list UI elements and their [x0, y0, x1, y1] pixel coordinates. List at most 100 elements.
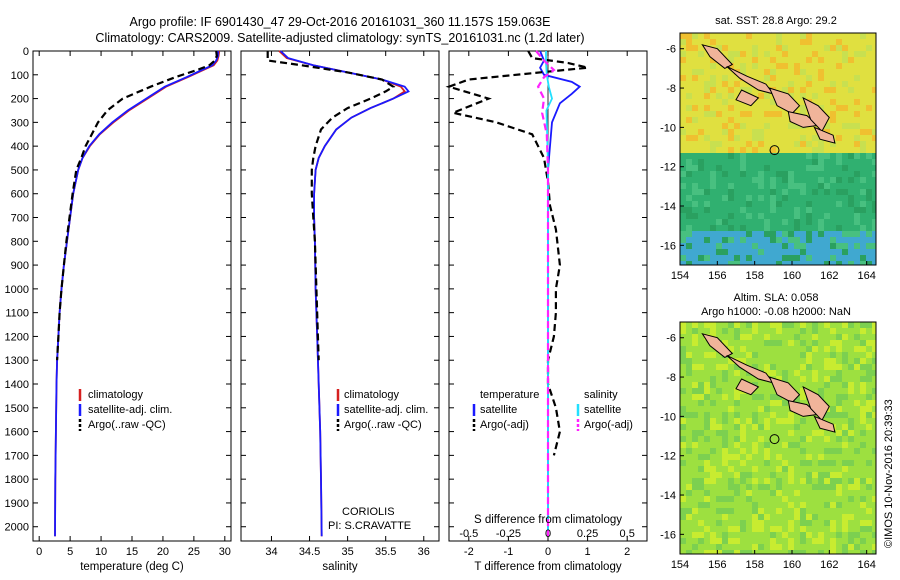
map-cell — [866, 406, 872, 412]
map-cell — [722, 544, 728, 550]
map-cell — [848, 105, 854, 111]
map-cell — [854, 346, 860, 352]
map-cell — [824, 99, 830, 105]
map-cell — [842, 430, 848, 436]
map-cell — [824, 57, 830, 63]
map-cell — [830, 129, 836, 135]
map-cell — [764, 436, 770, 442]
map-cell — [752, 328, 758, 334]
map-cell — [692, 490, 698, 496]
map-cell — [776, 231, 782, 237]
map-cell — [794, 508, 800, 514]
map-cell — [728, 249, 734, 255]
map-cell — [764, 430, 770, 436]
map-cell — [710, 105, 716, 111]
map-cell — [842, 322, 848, 328]
map-cell — [692, 201, 698, 207]
map-cell — [752, 213, 758, 219]
map-frame — [679, 321, 877, 555]
map-cell — [824, 87, 830, 93]
map-cell — [770, 532, 776, 538]
map-cell — [680, 508, 686, 514]
map-cell — [848, 129, 854, 135]
map-cell — [866, 550, 872, 554]
map-cell — [680, 520, 686, 526]
map-cell — [848, 538, 854, 544]
map-cell — [734, 520, 740, 526]
map-cell — [758, 430, 764, 436]
map-cell — [716, 514, 722, 520]
map-cell — [680, 406, 686, 412]
map-cell — [824, 394, 830, 400]
map-cell — [830, 538, 836, 544]
map-cell — [698, 75, 704, 81]
map-cell — [800, 502, 806, 508]
map-cell — [746, 400, 752, 406]
map-cell — [728, 69, 734, 75]
map-cell — [794, 388, 800, 394]
map-cell — [680, 424, 686, 430]
map-cell — [812, 418, 818, 424]
map-cell — [818, 496, 824, 502]
map-cell — [794, 99, 800, 105]
map-cell — [716, 219, 722, 225]
map-cell — [734, 364, 740, 370]
map-cell — [728, 340, 734, 346]
map-cell — [758, 382, 764, 388]
map-cell — [848, 394, 854, 400]
map-cell — [830, 340, 836, 346]
map-cell — [728, 111, 734, 117]
map-cell — [848, 502, 854, 508]
map-cell — [788, 237, 794, 243]
map-cell — [806, 358, 812, 364]
map-cell — [680, 63, 686, 69]
map-cell — [800, 364, 806, 370]
map-cell — [836, 255, 842, 261]
map-cell — [770, 75, 776, 81]
map-cell — [728, 51, 734, 57]
map-cell — [848, 322, 854, 328]
map-cell — [800, 382, 806, 388]
map-cell — [788, 219, 794, 225]
map-cell — [782, 225, 788, 231]
map-cell — [734, 412, 740, 418]
map-cell — [758, 159, 764, 165]
map-cell — [812, 225, 818, 231]
map-cell — [698, 412, 704, 418]
map-cell — [794, 382, 800, 388]
y-tick-label: 1100 — [5, 308, 29, 320]
map-cell — [704, 340, 710, 346]
map-cell — [752, 322, 758, 328]
map-cell — [770, 412, 776, 418]
map-cell — [776, 346, 782, 352]
map-cell — [872, 231, 876, 237]
map-cell — [854, 219, 860, 225]
map-cell — [788, 207, 794, 213]
map-cell — [680, 201, 686, 207]
map-cell — [722, 526, 728, 532]
map-cell — [854, 183, 860, 189]
map-cell — [824, 39, 830, 45]
map-cell — [680, 454, 686, 460]
map-cell — [746, 195, 752, 201]
map-frame — [679, 32, 877, 266]
map-cell — [818, 249, 824, 255]
map-cell — [752, 526, 758, 532]
map-cell — [686, 322, 692, 328]
map-cell — [680, 159, 686, 165]
map-cell — [740, 261, 746, 265]
map-cell — [818, 352, 824, 358]
map-cell — [800, 328, 806, 334]
map-cell — [716, 532, 722, 538]
map-cell — [872, 496, 876, 502]
map-cell — [680, 430, 686, 436]
map-cell — [782, 135, 788, 141]
map-cell — [818, 364, 824, 370]
map-cell — [752, 57, 758, 63]
map-cell — [842, 249, 848, 255]
map-cell — [764, 322, 770, 328]
map-cell — [740, 237, 746, 243]
map-cell — [704, 153, 710, 159]
map-cell — [746, 231, 752, 237]
map-cell — [752, 135, 758, 141]
